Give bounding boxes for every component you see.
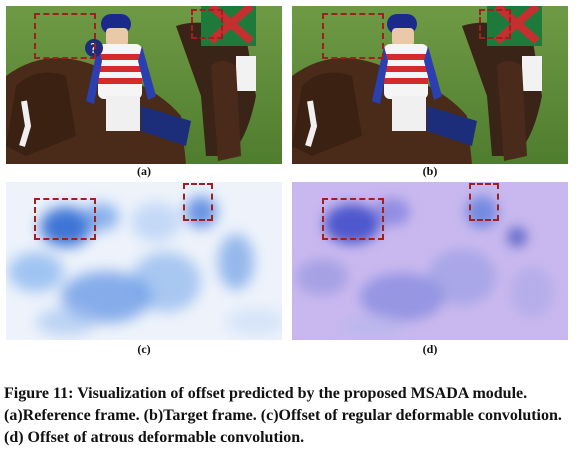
svg-text:?: ? <box>90 42 97 57</box>
panel-c-regular-offset <box>6 182 282 340</box>
highlight-box-a-2 <box>191 9 223 39</box>
offset-heatmap-atrous <box>292 182 568 340</box>
label-a: (a) <box>137 164 151 178</box>
panel-b-target-frame <box>292 6 568 164</box>
highlight-box-d-1 <box>322 198 384 240</box>
panel-d-atrous-offset <box>292 182 568 340</box>
offset-heatmap-regular <box>6 182 282 340</box>
label-b: (b) <box>422 164 438 178</box>
label-d: (d) <box>422 342 438 356</box>
horse-race-image-target <box>292 6 568 164</box>
highlight-box-d-2 <box>469 183 499 221</box>
figure-caption: Figure 11: Visualization of offset predi… <box>4 385 562 446</box>
highlight-box-b-1 <box>322 13 384 59</box>
highlight-box-c-1 <box>34 198 96 240</box>
highlight-box-c-2 <box>183 183 213 221</box>
label-c: (c) <box>137 342 151 356</box>
panel-a-reference-frame: ? <box>6 6 282 164</box>
highlight-box-a-1 <box>34 13 96 59</box>
highlight-box-b-2 <box>479 9 511 39</box>
horse-race-image-reference: ? <box>6 6 282 164</box>
